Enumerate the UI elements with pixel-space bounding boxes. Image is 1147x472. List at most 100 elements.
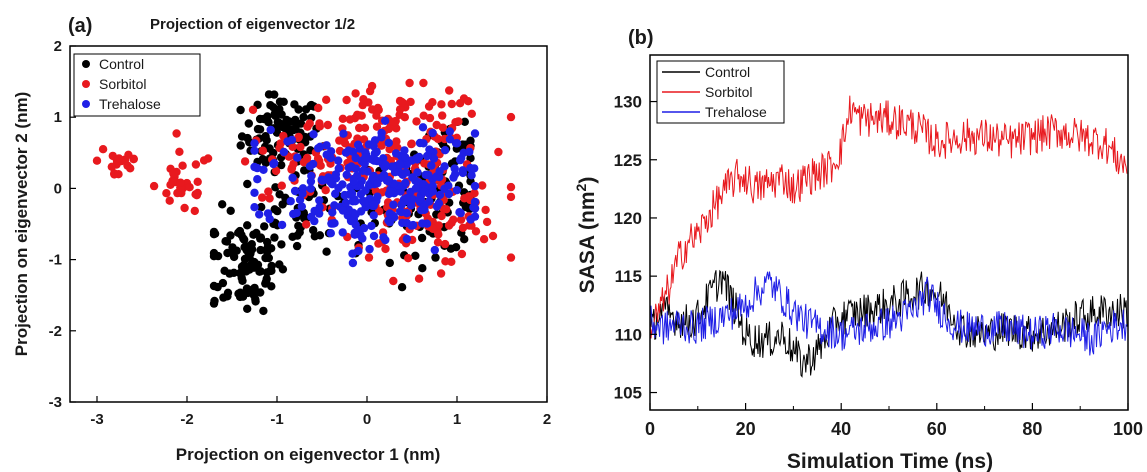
y-tick-label: 120 (614, 209, 642, 228)
scatter-point (250, 139, 259, 148)
y-tick-label: 105 (614, 384, 642, 403)
scatter-point (271, 166, 281, 176)
scatter-point (334, 164, 343, 173)
scatter-point (433, 134, 443, 144)
x-tick-label: 100 (1113, 419, 1143, 439)
panel-b-ylabel-sup: 2 (573, 183, 589, 191)
scatter-point (359, 223, 369, 233)
scatter-point (436, 269, 446, 278)
scatter-point (305, 119, 314, 128)
scatter-point (294, 105, 303, 114)
scatter-point (415, 194, 424, 204)
legend-a-sorbitol-label: Sorbitol (99, 76, 146, 92)
scatter-point (290, 186, 300, 196)
scatter-point (258, 146, 268, 155)
scatter-point (456, 215, 466, 224)
scatter-point (377, 133, 386, 142)
scatter-point (506, 192, 516, 202)
scatter-point (488, 231, 498, 241)
scatter-point (244, 119, 253, 128)
panel-a-label: (a) (68, 15, 92, 37)
x-tick-label: -3 (90, 411, 103, 428)
scatter-point (460, 235, 469, 244)
scatter-point (358, 166, 368, 175)
panel-b-legend: Control Sorbitol Trehalose (656, 60, 785, 124)
scatter-point (373, 179, 382, 188)
scatter-point (293, 231, 302, 240)
scatter-point (265, 194, 274, 203)
scatter-point (456, 155, 465, 165)
scatter-point (429, 154, 439, 163)
scatter-point (165, 196, 174, 205)
scatter-point (209, 281, 219, 291)
scatter-point (313, 154, 323, 163)
scatter-point (338, 206, 348, 215)
panel-a: (a) Projection of eigenvector 1/2 -3 -2 -1… (12, 15, 551, 464)
scatter-point (279, 147, 289, 157)
scatter-point (334, 183, 343, 193)
legend-b-sorbitol-label: Sorbitol (705, 84, 752, 100)
scatter-point (315, 209, 324, 218)
scatter-point (348, 258, 358, 268)
scatter-point (256, 245, 265, 255)
scatter-point (444, 181, 453, 190)
scatter-point (478, 181, 487, 190)
x-tick-label: 20 (736, 419, 756, 439)
scatter-point (385, 217, 394, 227)
y-tick-label: 110 (615, 325, 642, 344)
scatter-point (341, 148, 351, 157)
y-tick-label: -1 (49, 252, 62, 269)
scatter-point (292, 241, 302, 251)
panel-a-legend-box (73, 53, 201, 117)
scatter-point (406, 97, 415, 107)
x-tick-label: 1 (453, 411, 461, 428)
scatter-point (277, 160, 286, 170)
scatter-point (98, 145, 108, 154)
scatter-point (262, 274, 271, 284)
scatter-point (389, 117, 398, 127)
scatter-point (273, 206, 282, 216)
scatter-point (369, 141, 378, 151)
scatter-point (294, 133, 303, 143)
scatter-point (319, 176, 328, 185)
scatter-point (379, 233, 388, 242)
scatter-point (444, 221, 454, 230)
scatter-point (229, 252, 239, 262)
scatter-point (221, 237, 230, 246)
scatter-point (178, 161, 187, 170)
scatter-point (471, 227, 481, 236)
scatter-point (114, 170, 123, 179)
scatter-point (261, 132, 270, 141)
scatter-point (210, 296, 219, 306)
scatter-point (323, 120, 332, 130)
scatter-point (447, 99, 456, 109)
x-tick-label: 0 (363, 411, 371, 428)
scatter-point (457, 249, 467, 259)
scatter-point (454, 117, 463, 126)
scatter-point (479, 235, 489, 244)
scatter-point (464, 97, 473, 106)
scatter-point (192, 191, 201, 200)
panel-a-xlabel: Projection on eigenvector 1 (nm) (176, 445, 441, 464)
scatter-point (395, 105, 405, 114)
scatter-point (391, 149, 401, 158)
scatter-point (402, 194, 411, 203)
scatter-point (381, 160, 390, 170)
scatter-point (277, 220, 287, 230)
scatter-point (286, 197, 295, 206)
scatter-point (193, 177, 202, 186)
scatter-point (506, 112, 516, 122)
scatter-point (434, 230, 443, 239)
scatter-point (481, 205, 490, 215)
scatter-point (124, 150, 133, 159)
panel-a-ylabel: Projection on eigenvector 2 (nm) (12, 92, 31, 357)
scatter-point (258, 155, 267, 164)
scatter-point (347, 189, 357, 198)
scatter-point (418, 264, 427, 273)
scatter-point (248, 105, 258, 115)
scatter-point (297, 202, 306, 211)
scatter-point (388, 211, 397, 220)
scatter-point (270, 233, 279, 242)
scatter-point (361, 153, 370, 162)
scatter-point (282, 115, 291, 125)
